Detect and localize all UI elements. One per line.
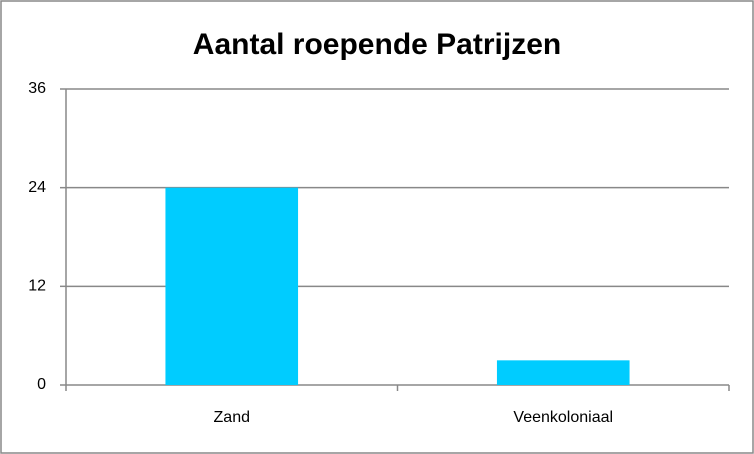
chart-title: Aantal roepende Patrijzen <box>193 28 561 61</box>
x-tick-label: Zand <box>214 409 250 426</box>
y-tick-label: 24 <box>28 179 46 196</box>
y-tick-label: 36 <box>28 80 46 97</box>
x-tick-label: Veenkoloniaal <box>513 409 613 426</box>
y-tick-label: 12 <box>28 278 46 295</box>
y-tick-label: 0 <box>37 376 46 393</box>
bar <box>496 360 630 385</box>
bar <box>165 187 299 385</box>
